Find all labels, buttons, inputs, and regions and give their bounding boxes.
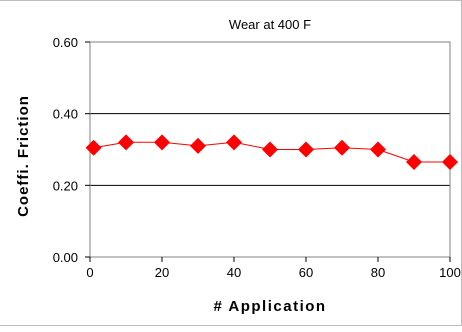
series-layer: [85, 134, 458, 171]
x-tick-label: 60: [299, 265, 313, 280]
data-point-diamond: [406, 154, 422, 171]
y-tick-label: 0.40: [53, 107, 78, 122]
data-point-diamond: [118, 134, 134, 151]
y-axis-label: Coeffi. Friction: [15, 95, 32, 217]
data-point-diamond: [370, 141, 386, 158]
data-point-diamond: [262, 141, 278, 158]
x-tick-label: 0: [86, 265, 93, 280]
data-point-diamond: [334, 139, 350, 156]
data-point-diamond: [154, 134, 170, 151]
y-tick-label: 0.60: [53, 35, 78, 50]
x-tick-label: 80: [371, 265, 385, 280]
axis-ticks: 0.00 0.20 0.40 0.60 0 20 40 60 80 100: [53, 35, 461, 280]
chart-title: Wear at 400 F: [229, 17, 311, 32]
x-tick-label: 20: [155, 265, 169, 280]
y-tick-label: 0.20: [53, 178, 78, 193]
x-tick-label: 100: [439, 265, 461, 280]
data-point-diamond: [190, 137, 206, 154]
x-axis-label: # Application: [213, 298, 326, 315]
grid-lines: [90, 113, 450, 186]
y-tick-label: 0.00: [53, 250, 78, 265]
data-point-diamond: [226, 134, 242, 151]
data-point-diamond: [442, 154, 458, 171]
data-point-diamond: [298, 141, 314, 158]
data-point-diamond: [85, 139, 102, 156]
x-tick-label: 40: [227, 265, 241, 280]
